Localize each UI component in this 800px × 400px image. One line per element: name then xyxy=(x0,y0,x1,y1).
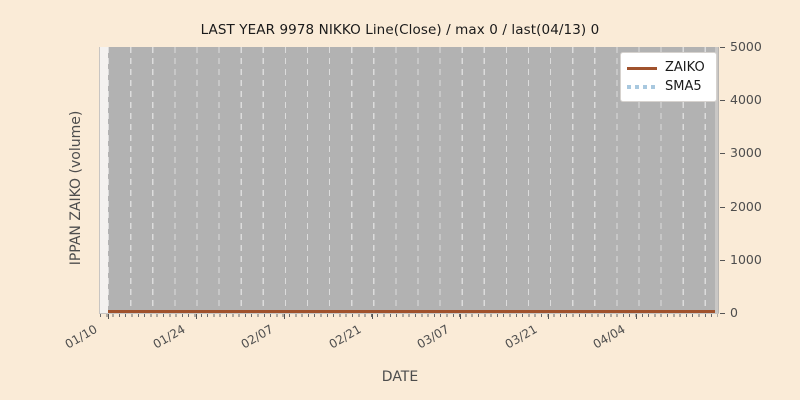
y-tickmark xyxy=(720,259,725,261)
y-tick-label: 3000 xyxy=(730,145,762,160)
y-tickmark xyxy=(720,206,725,208)
y-axis-label: IPPAN ZAIKO (volume) xyxy=(68,110,84,266)
y-tick-4000: 4000 xyxy=(720,93,762,107)
x-tickmark-0124 xyxy=(196,314,197,319)
y-tick-label: 4000 xyxy=(730,92,762,107)
axis-spine-right xyxy=(718,47,719,314)
x-tick-label-0404: 04/04 xyxy=(590,322,628,352)
chart-title: LAST YEAR 9978 NIKKO Line(Close) / max 0… xyxy=(200,22,600,38)
x-tick-label-0110: 01/10 xyxy=(62,322,100,352)
plot-right-margin-band xyxy=(715,47,718,313)
y-tick-0: 0 xyxy=(720,306,738,320)
legend-entry-zaiko[interactable]: ZAIKO xyxy=(627,58,710,77)
plot-area xyxy=(100,47,718,313)
y-tick-label: 5000 xyxy=(730,39,762,54)
plot-left-margin-band xyxy=(100,47,108,313)
y-tickmark xyxy=(720,312,725,314)
x-axis-label: DATE xyxy=(381,369,419,385)
legend-swatch-zaiko-icon xyxy=(627,62,657,74)
x-tick-label-0207: 02/07 xyxy=(238,322,276,352)
axis-spine-bottom xyxy=(99,313,719,314)
y-tick-2000: 2000 xyxy=(720,200,762,214)
y-tick-label: 2000 xyxy=(730,199,762,214)
chart-legend[interactable]: ZAIKO SMA5 xyxy=(620,52,717,102)
y-tick-label: 1000 xyxy=(730,252,762,267)
x-tickmark-0404 xyxy=(636,314,637,319)
x-minor-ticks xyxy=(100,314,718,317)
y-tick-3000: 3000 xyxy=(720,146,762,160)
x-tick-label-0321: 03/21 xyxy=(502,322,540,352)
vertical-gridlines xyxy=(108,47,718,313)
y-tick-label: 0 xyxy=(730,305,738,320)
y-tickmark xyxy=(720,99,725,101)
x-tickmark-0110 xyxy=(108,314,109,319)
x-tickmark-0307 xyxy=(460,314,461,319)
y-tickmark xyxy=(720,152,725,154)
series-line-zaiko xyxy=(108,310,715,313)
y-tickmark xyxy=(720,46,725,48)
axis-spine-left xyxy=(99,47,100,314)
legend-entry-sma5[interactable]: SMA5 xyxy=(627,77,710,96)
y-tick-1000: 1000 xyxy=(720,253,762,267)
x-tick-label-0124: 01/24 xyxy=(150,322,188,352)
x-tickmark-0221 xyxy=(372,314,373,319)
x-tickmark-0207 xyxy=(284,314,285,319)
x-tick-label-0307: 03/07 xyxy=(414,322,452,352)
x-tickmark-0321 xyxy=(548,314,549,319)
legend-label-sma5: SMA5 xyxy=(665,79,702,94)
legend-swatch-sma5-icon xyxy=(627,81,657,93)
legend-label-zaiko: ZAIKO xyxy=(665,60,705,75)
x-tick-label-0221: 02/21 xyxy=(326,322,364,352)
y-tick-5000: 5000 xyxy=(720,40,762,54)
